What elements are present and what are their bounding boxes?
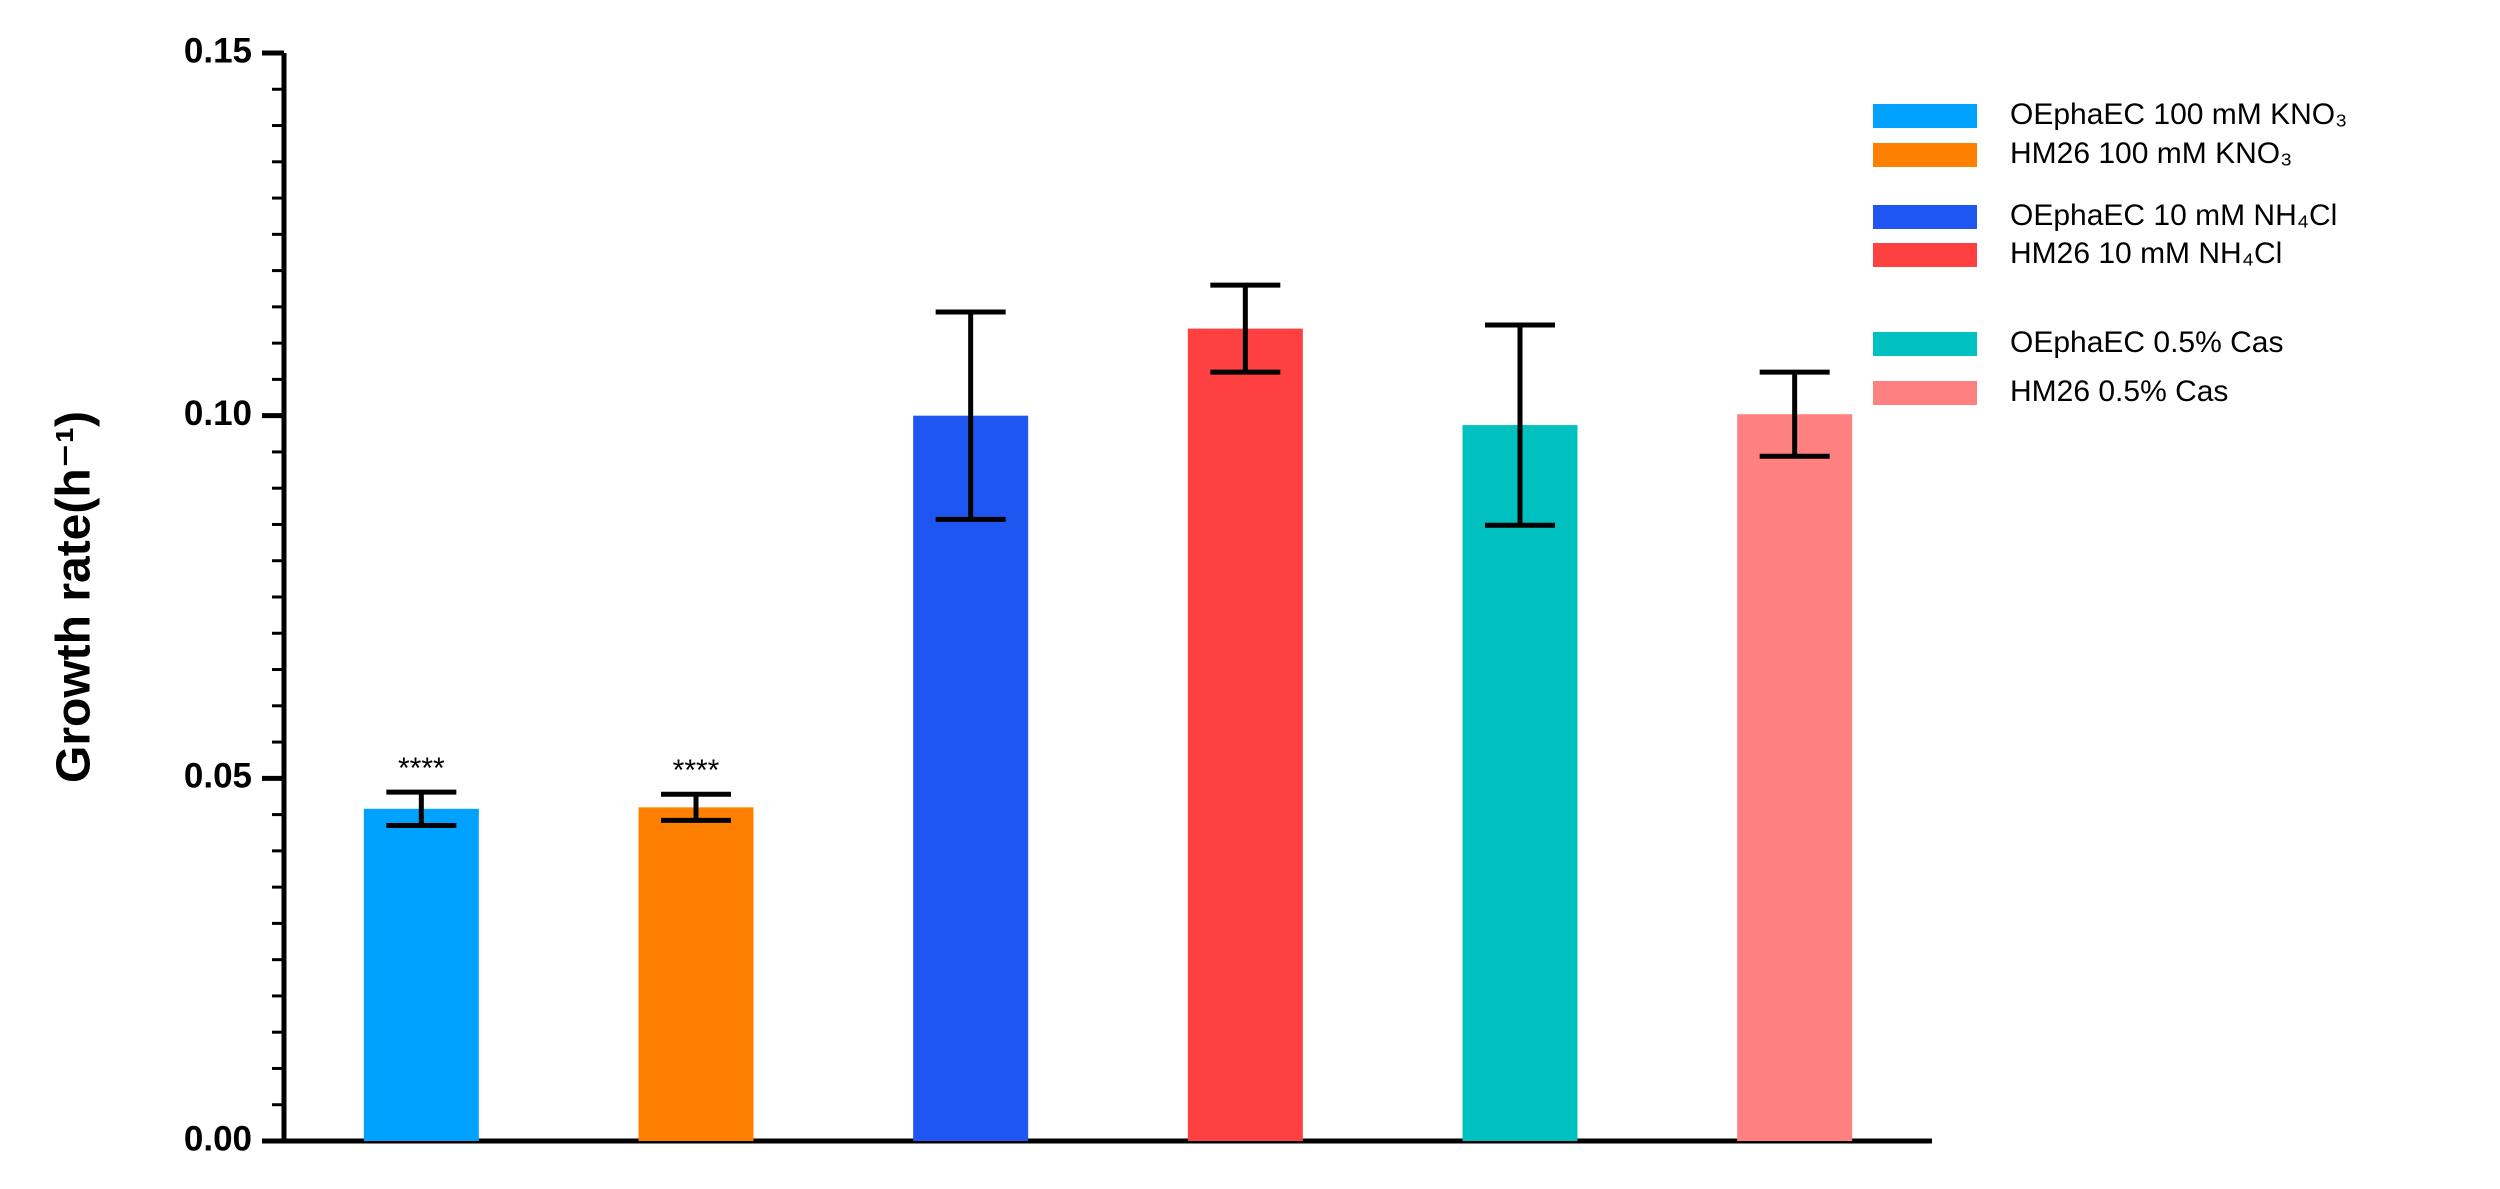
legend-label: HM26 10 mM NH₄Cl bbox=[2010, 237, 2282, 270]
legend-label: OEphaEC 0.5% Cas bbox=[2010, 326, 2283, 359]
legend-swatch bbox=[1873, 205, 1977, 229]
error-bar bbox=[1210, 282, 1281, 375]
legend-label: HM26 0.5% Cas bbox=[2010, 375, 2228, 408]
bar bbox=[1737, 414, 1853, 1141]
bar bbox=[913, 415, 1029, 1142]
error-bar bbox=[1485, 322, 1555, 528]
legend-label: OEphaEC 10 mM NH₄Cl bbox=[2010, 199, 2337, 232]
bar bbox=[1462, 425, 1578, 1141]
error-bar bbox=[661, 791, 731, 823]
y-tick-label: 0.15 bbox=[184, 31, 252, 70]
legend-swatch bbox=[1873, 143, 1977, 167]
legend-swatch bbox=[1873, 104, 1977, 128]
bar bbox=[638, 807, 754, 1141]
legend-swatch bbox=[1873, 243, 1977, 267]
bar bbox=[363, 808, 479, 1141]
legend-swatch bbox=[1873, 381, 1977, 405]
legend-label: HM26 100 mM KNO₃ bbox=[2010, 137, 2292, 170]
legend-label: OEphaEC 100 mM KNO₃ bbox=[2010, 98, 2347, 131]
error-bar bbox=[386, 789, 457, 828]
error-bar bbox=[935, 309, 1006, 522]
y-tick-label: 0.00 bbox=[184, 1119, 252, 1158]
y-tick-label: 0.05 bbox=[184, 757, 252, 796]
significance-label: **** bbox=[398, 752, 445, 785]
legend-swatch bbox=[1873, 332, 1977, 356]
y-tick-label: 0.10 bbox=[184, 394, 252, 433]
y-axis-label: Growth rate(h⁻¹) bbox=[48, 411, 101, 783]
significance-label: **** bbox=[673, 754, 720, 787]
error-bar bbox=[1759, 369, 1830, 459]
bar bbox=[1187, 328, 1303, 1141]
